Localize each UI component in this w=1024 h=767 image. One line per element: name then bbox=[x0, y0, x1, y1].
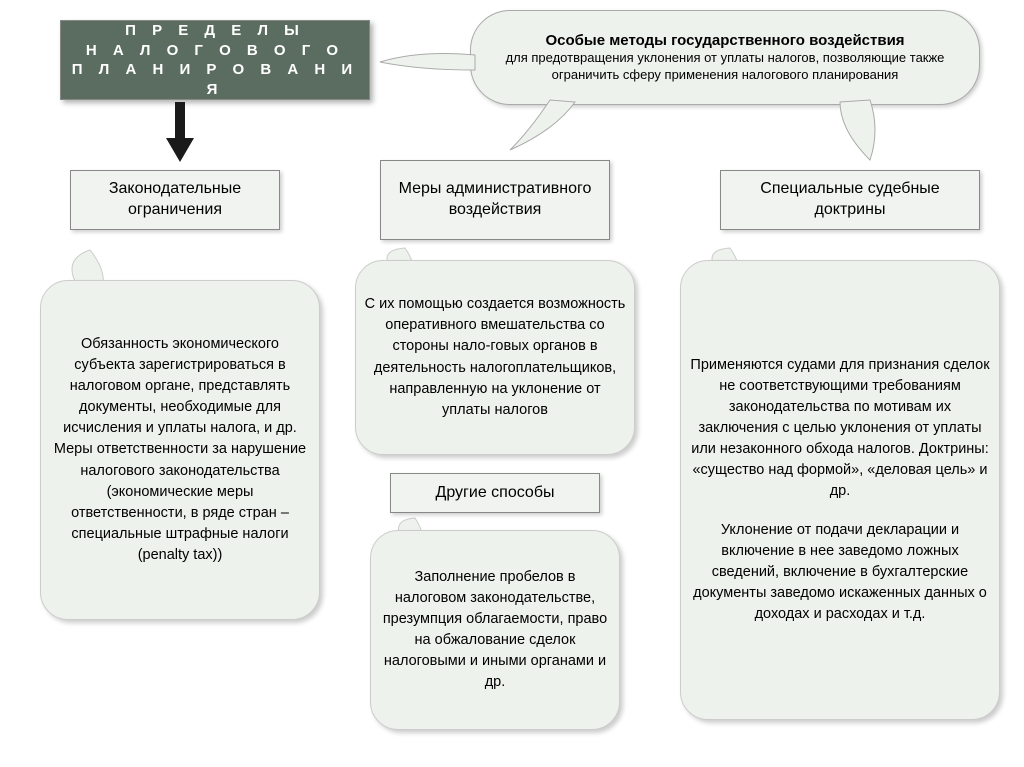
bubble-other: Заполнение пробелов в налоговом законода… bbox=[370, 530, 620, 730]
category-left-label: Законодательные ограничения bbox=[79, 179, 271, 221]
category-left: Законодательные ограничения bbox=[70, 170, 280, 230]
title-text: П Р Е Д Е Л Ы Н А Л О Г О В О Г О П Л А … bbox=[69, 21, 361, 99]
bubble-right-text1: Применяются судами для признания сделок … bbox=[689, 355, 991, 502]
category-other-label: Другие способы bbox=[436, 483, 555, 504]
bubble-other-text: Заполнение пробелов в налоговом законода… bbox=[379, 567, 611, 693]
bubble-mid: С их помощью создается возможность опера… bbox=[355, 260, 635, 455]
bubble-mid-text: С их помощью создается возможность опера… bbox=[364, 294, 626, 420]
header-bold: Особые методы государственного воздейств… bbox=[545, 31, 904, 51]
category-right-label: Специальные судебные доктрины bbox=[729, 179, 971, 221]
category-right: Специальные судебные доктрины bbox=[720, 170, 980, 230]
title-box: П Р Е Д Е Л Ы Н А Л О Г О В О Г О П Л А … bbox=[60, 20, 370, 100]
category-mid: Меры административного воздействия bbox=[380, 160, 610, 240]
header-bubble: Особые методы государственного воздейств… bbox=[470, 10, 980, 105]
bubble-right: Применяются судами для признания сделок … bbox=[680, 260, 1000, 720]
category-other: Другие способы bbox=[390, 473, 600, 513]
arrow-title-left-stem bbox=[175, 102, 185, 140]
bubble-left: Обязанность экономического субъекта заре… bbox=[40, 280, 320, 620]
bubble-right-text2: Уклонение от подачи декларации и включен… bbox=[689, 520, 991, 625]
header-rest: для предотвращения уклонения от уплаты н… bbox=[479, 50, 971, 84]
arrow-title-left-head bbox=[166, 138, 194, 162]
category-mid-label: Меры административного воздействия bbox=[389, 179, 601, 221]
bubble-left-text: Обязанность экономического субъекта заре… bbox=[49, 334, 311, 565]
